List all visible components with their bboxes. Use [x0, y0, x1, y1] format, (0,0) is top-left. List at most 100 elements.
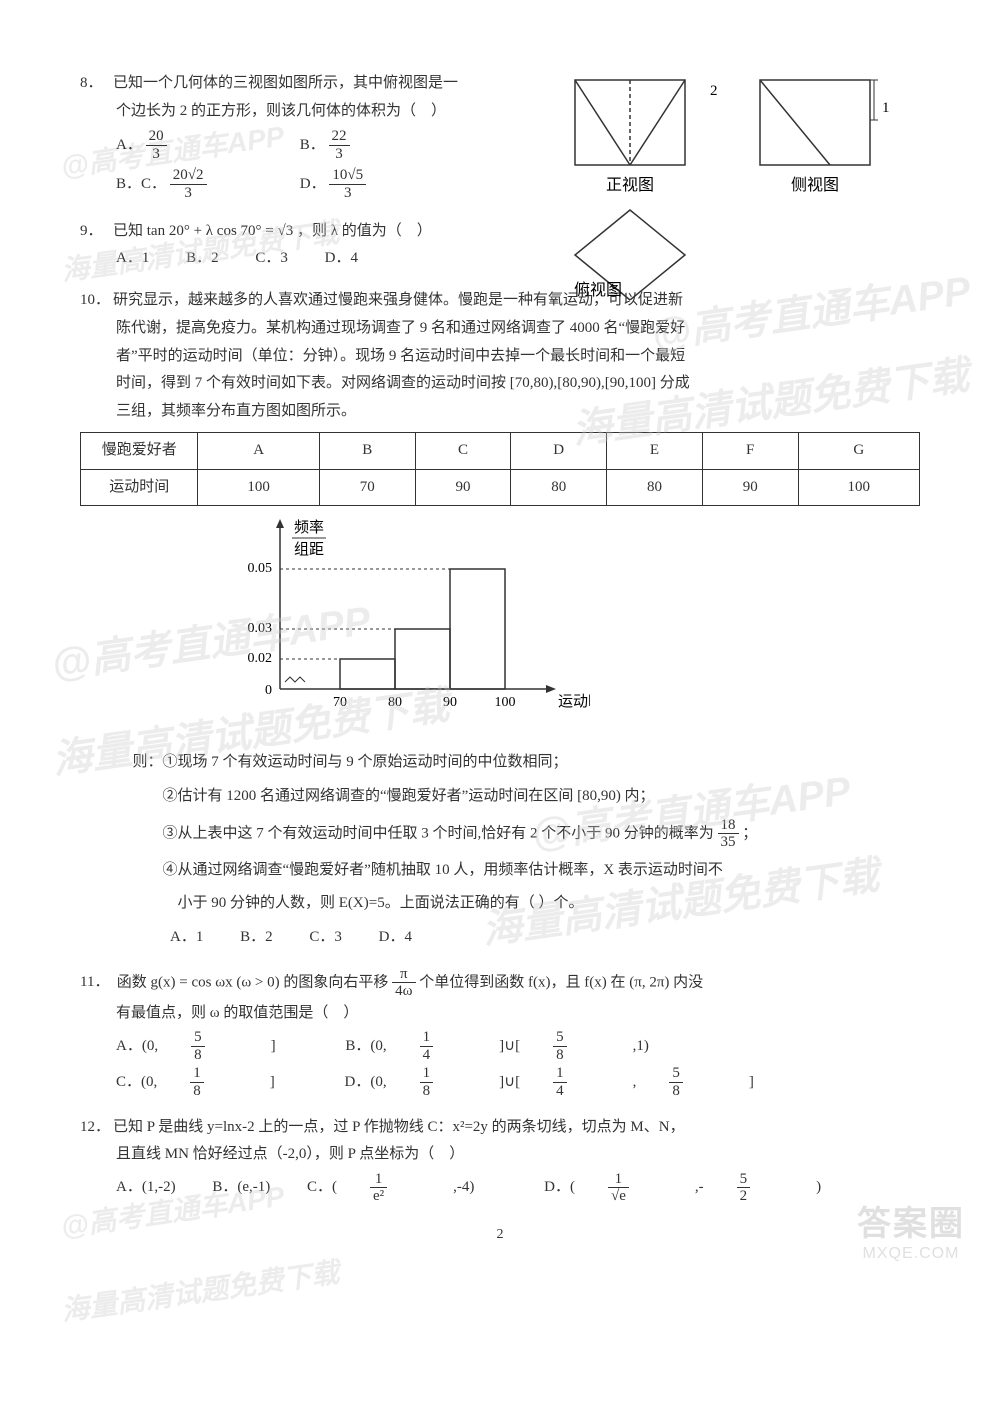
num: 22	[329, 128, 350, 146]
n: 1	[190, 1065, 204, 1083]
ytick: 0.02	[248, 651, 273, 666]
ytick: 0	[265, 683, 272, 698]
question-10: 10．研究显示，越来越多的人喜欢通过慢跑来强身健体。慢跑是一种有氧运动，可以促进…	[80, 287, 920, 952]
table-row: 运动时间 100 70 90 80 80 90 100	[81, 469, 920, 506]
den: 35	[718, 834, 739, 851]
question-8: 8．已知一个几何体的三视图如图所示，其中俯视图是一 个边长为 2 的正方形，则该…	[80, 70, 920, 204]
num: π	[392, 966, 415, 984]
d: 8	[553, 1047, 567, 1064]
d: 4	[553, 1083, 567, 1100]
cell: A	[198, 432, 319, 469]
corner-watermark: 答案圈 MXQE.COM	[857, 1196, 965, 1263]
m: ]∪[	[499, 1028, 520, 1064]
ytick: 0.03	[248, 621, 273, 636]
label: B．C．	[116, 176, 166, 192]
n: 1	[553, 1065, 567, 1083]
q8-text-1: 已知一个几何体的三视图如图所示，其中俯视图是一	[113, 75, 458, 91]
s1: ①现场 7 个有效运动时间与 9 个原始运动时间的中位数相同；	[163, 754, 568, 770]
label: B．	[300, 137, 325, 153]
n: 1	[420, 1029, 434, 1047]
q11-a: 函数 g(x) = cos ωx (ω > 0) 的图象向右平移	[117, 974, 392, 990]
d: 2	[737, 1188, 751, 1205]
den: 3	[170, 185, 207, 202]
q12-l1: 已知 P 是曲线 y=lnx-2 上的一点，过 P 作抛物线 C：x²=2y 的…	[113, 1119, 685, 1135]
ytick: 0.05	[248, 561, 273, 576]
q10-table: 慢跑爱好者 A B C D E F G 运动时间 100 70 90 80 80…	[80, 432, 920, 507]
s4-l1: ④从通过网络调查“慢跑爱好者”随机抽取 10 人，用频率估计概率，X 表示运动时…	[133, 857, 921, 885]
qnum: 11．	[80, 969, 113, 997]
label: D．	[300, 176, 326, 192]
d: √e	[608, 1188, 629, 1205]
q8-optA: A． 203	[116, 126, 296, 165]
d: 4	[420, 1047, 434, 1064]
l: C．(	[307, 1169, 337, 1205]
question-12: 12．已知 P 是曲线 y=lnx-2 上的一点，过 P 作抛物线 C：x²=2…	[80, 1114, 920, 1206]
qnum: 8．	[80, 70, 113, 98]
n: 1	[420, 1065, 434, 1083]
xtick: 80	[388, 695, 402, 710]
q8-figure: 正视图 2 1 侧视图 俯视图	[560, 70, 910, 311]
m: ,-	[695, 1169, 704, 1205]
l: C．(0,	[116, 1064, 157, 1100]
q11-optB: B．(0,14]∪[58,1)	[345, 1028, 682, 1064]
r: ,-4)	[453, 1169, 474, 1205]
q8-optD: D． 10√53	[300, 165, 480, 204]
cell: C	[415, 432, 511, 469]
d: 8	[420, 1083, 434, 1100]
n: 5	[191, 1029, 205, 1047]
q10-optB: B．2	[240, 924, 273, 952]
cell: 90	[415, 469, 511, 506]
top-label: 俯视图	[574, 281, 622, 299]
q10-optD: D．4	[379, 924, 412, 952]
q10-histogram: 频率 组距 0.05 0.03 0.02 0 70	[80, 514, 920, 735]
l: D．(0,	[345, 1064, 387, 1100]
q11-b: 个单位得到函数 f(x)，且 f(x) 在 (π, 2π) 内没	[419, 974, 703, 990]
n: 5	[669, 1065, 683, 1083]
corner-url: MXQE.COM	[857, 1245, 965, 1263]
corner-title: 答案圈	[857, 1196, 965, 1245]
xtick: 70	[333, 695, 347, 710]
front-label: 正视图	[606, 176, 654, 194]
q12-optC: C．(1e²,-4)	[307, 1169, 507, 1205]
den: 3	[146, 146, 167, 163]
label: A．	[116, 137, 142, 153]
cell: B	[319, 432, 415, 469]
cell: 70	[319, 469, 415, 506]
qnum: 10．	[80, 287, 113, 315]
qnum: 9．	[80, 218, 113, 246]
s4-l2: 小于 90 分钟的人数，则 E(X)=5。上面说法正确的有（ ）个。	[133, 890, 921, 918]
den: 4ω	[392, 983, 415, 1000]
q10-l5: 三组，其频率分布直方图如图所示。	[80, 398, 920, 426]
q12-l2: 且直线 MN 恰好经过点（-2,0），则 P 点坐标为（ ）	[80, 1141, 920, 1169]
cell: 80	[607, 469, 703, 506]
q12-optA: A．(1,-2)	[116, 1169, 176, 1205]
c: ,	[633, 1064, 637, 1100]
q10-optA: A．1	[170, 924, 203, 952]
s3end: ；	[742, 825, 757, 841]
q8-optC: B．C． 20√23	[116, 165, 296, 204]
cell: E	[607, 432, 703, 469]
num: 10√5	[329, 167, 366, 185]
cell: 90	[702, 469, 798, 506]
l: B．(0,	[345, 1028, 386, 1064]
q11-optA: A．(0,58]	[116, 1028, 309, 1064]
cell: F	[702, 432, 798, 469]
dim1: 1	[882, 100, 890, 116]
d: e²	[370, 1188, 387, 1205]
cell: 慢跑爱好者	[81, 432, 198, 469]
num: 20	[146, 128, 167, 146]
q12-optB: B．(e,-1)	[212, 1169, 270, 1205]
q12-optD: D．(1√e,-52)	[544, 1169, 854, 1205]
q9-optA: A．1	[116, 245, 149, 273]
q11-optC: C．(0,18]	[116, 1064, 308, 1100]
q11-l2: 有最值点，则 ω 的取值范围是（ ）	[80, 1000, 920, 1028]
q11-optD: D．(0,18]∪[14,58]	[345, 1064, 787, 1100]
den: 3	[329, 185, 366, 202]
num: 18	[718, 817, 739, 835]
r: ]	[749, 1064, 754, 1100]
dim2: 2	[710, 83, 718, 99]
r: ]	[270, 1064, 275, 1100]
d: 8	[669, 1083, 683, 1100]
n: 5	[553, 1029, 567, 1047]
watermark: 海量高清试题免费下载	[59, 1251, 342, 1330]
